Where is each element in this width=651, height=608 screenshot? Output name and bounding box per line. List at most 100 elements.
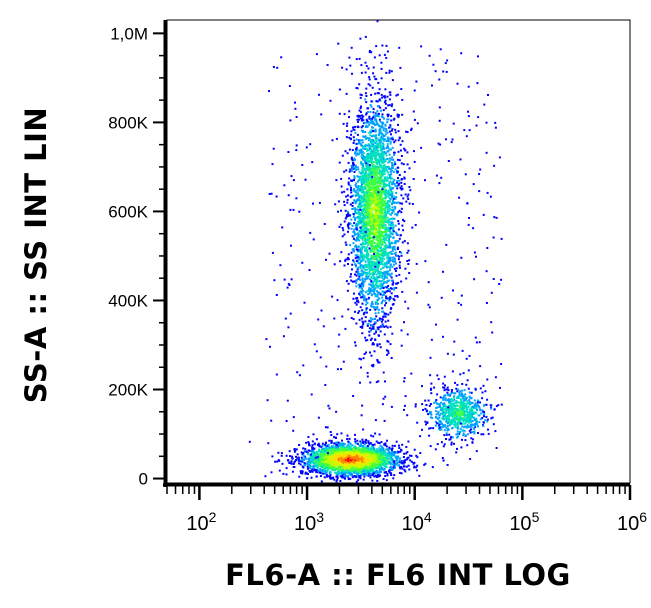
data-point <box>358 318 361 321</box>
data-point <box>386 257 389 260</box>
data-point <box>304 464 306 467</box>
data-point <box>341 474 344 477</box>
data-point <box>370 434 373 437</box>
data-point <box>384 451 387 454</box>
data-point <box>365 124 368 127</box>
data-point <box>330 457 333 460</box>
data-point <box>354 194 357 197</box>
data-point <box>394 205 397 208</box>
data-point <box>340 453 343 456</box>
data-point <box>386 176 389 179</box>
data-point <box>327 447 329 450</box>
data-point <box>344 455 347 458</box>
data-point <box>375 140 378 143</box>
data-point <box>308 443 310 446</box>
data-point <box>374 294 377 297</box>
data-point <box>400 181 403 184</box>
data-point <box>321 468 324 471</box>
data-point <box>409 454 411 457</box>
data-point <box>361 332 364 335</box>
data-point <box>384 285 387 288</box>
data-point <box>347 440 350 443</box>
data-point <box>392 236 395 239</box>
data-point <box>364 225 367 228</box>
data-point <box>374 130 377 133</box>
data-point <box>371 444 374 447</box>
data-point <box>316 451 319 454</box>
data-point <box>391 212 394 215</box>
data-point <box>375 228 378 231</box>
data-point <box>359 286 362 289</box>
data-point <box>357 459 360 462</box>
data-point <box>362 214 365 217</box>
data-point <box>392 463 394 466</box>
data-point <box>365 351 367 354</box>
data-point <box>388 470 390 473</box>
data-point <box>378 181 381 183</box>
data-point <box>371 272 373 275</box>
data-point <box>363 460 366 463</box>
data-point <box>369 104 372 107</box>
data-point <box>408 186 411 189</box>
data-point <box>374 92 377 95</box>
data-point <box>355 166 357 169</box>
data-point <box>375 273 378 276</box>
data-point <box>365 439 368 442</box>
data-point <box>381 468 384 471</box>
data-point <box>385 325 388 328</box>
data-point <box>365 223 367 226</box>
data-point <box>386 183 389 186</box>
data-point <box>380 261 383 263</box>
data-point <box>373 207 376 210</box>
data-point <box>315 470 318 473</box>
data-point <box>325 447 328 450</box>
data-point <box>344 241 347 244</box>
data-point <box>377 252 380 255</box>
data-point <box>383 95 386 98</box>
data-point <box>371 174 374 177</box>
data-point <box>375 476 378 478</box>
data-point <box>354 219 357 222</box>
data-point <box>372 164 375 167</box>
data-point <box>393 267 396 270</box>
data-point <box>399 450 402 453</box>
data-point <box>311 440 314 443</box>
data-point <box>373 350 376 353</box>
data-point <box>328 460 331 463</box>
data-point <box>385 479 388 482</box>
data-point <box>351 235 354 238</box>
data-point <box>382 253 385 256</box>
data-point <box>378 442 381 445</box>
data-point <box>309 462 312 465</box>
data-point <box>377 467 379 469</box>
data-point <box>384 124 387 127</box>
data-point <box>370 244 373 247</box>
data-point <box>390 456 393 459</box>
data-point <box>359 294 361 297</box>
data-point <box>373 242 376 244</box>
data-point <box>385 302 388 305</box>
data-point <box>348 441 351 444</box>
data-point <box>328 439 331 442</box>
data-point <box>303 459 305 461</box>
data-point <box>313 448 316 450</box>
data-point <box>358 177 361 180</box>
data-point <box>383 169 386 172</box>
data-point <box>365 462 368 465</box>
data-point <box>360 94 363 97</box>
data-point <box>341 444 344 446</box>
data-point <box>334 471 336 474</box>
data-point <box>418 211 421 214</box>
data-point <box>372 435 375 438</box>
data-point <box>306 467 309 470</box>
data-point <box>362 447 365 450</box>
data-point <box>351 159 354 162</box>
data-point <box>353 456 355 459</box>
data-point <box>408 202 411 205</box>
data-point <box>384 315 387 318</box>
data-point <box>327 466 330 469</box>
data-point <box>352 167 355 170</box>
data-point <box>391 460 394 463</box>
data-point <box>333 459 336 462</box>
data-point <box>395 191 398 194</box>
